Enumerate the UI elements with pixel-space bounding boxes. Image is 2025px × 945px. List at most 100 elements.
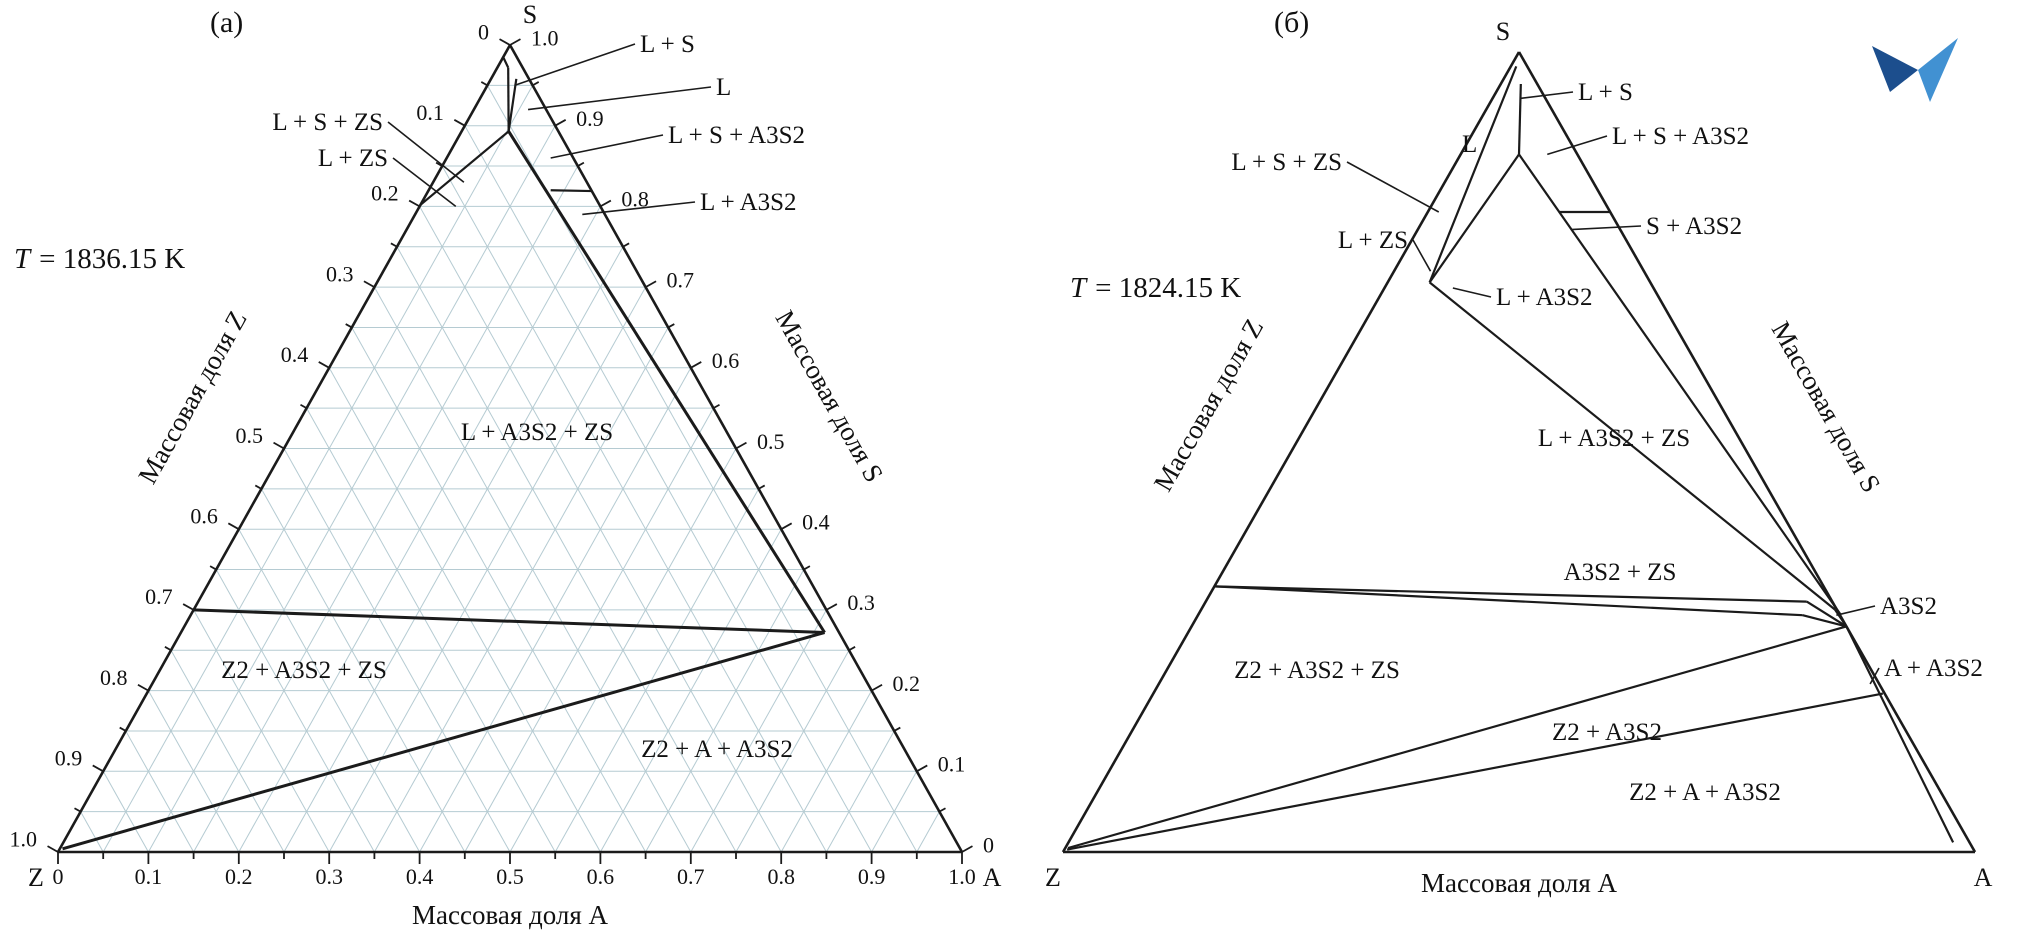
tick-label-s: 0.6 bbox=[712, 348, 740, 373]
temperature-symbol: T bbox=[14, 243, 31, 275]
axis-tick bbox=[254, 484, 262, 490]
tick-label-a: 0 bbox=[53, 864, 64, 889]
leader-line bbox=[550, 134, 664, 159]
axis-tick bbox=[408, 199, 421, 208]
tick-label-a: 0.6 bbox=[587, 864, 615, 889]
axis-tick bbox=[92, 764, 104, 773]
grid-line bbox=[102, 85, 534, 853]
grid-line bbox=[238, 528, 421, 853]
tick-label-z: 1.0 bbox=[10, 826, 38, 851]
axis-tick bbox=[735, 441, 747, 450]
axis-tick bbox=[825, 603, 838, 611]
tick-label-a: 0.9 bbox=[858, 864, 886, 889]
tick-label-s: 0.5 bbox=[757, 429, 785, 454]
tick-label-z: 0.9 bbox=[55, 746, 83, 771]
grid-line bbox=[871, 771, 918, 853]
grid-line bbox=[825, 730, 895, 853]
phase-boundary-line bbox=[1806, 600, 1847, 628]
phase-boundary-line bbox=[1428, 281, 1836, 611]
corner-label-bottom-right: A bbox=[983, 863, 1002, 892]
axis-title-bottom: Массовая доля A bbox=[1421, 868, 1618, 898]
grid-line bbox=[509, 448, 737, 853]
region-label: L + S + ZS bbox=[1231, 149, 1342, 176]
region-label: Z2 + A3S2 + ZS bbox=[221, 657, 387, 684]
grid-line bbox=[396, 246, 737, 853]
grid-line bbox=[554, 488, 760, 853]
corner-label-top: S bbox=[1496, 17, 1510, 46]
leader-line bbox=[392, 157, 457, 208]
tick-label-s: 0.3 bbox=[847, 590, 875, 615]
phase-boundary-line bbox=[1214, 585, 1803, 617]
tick-label-a: 0.2 bbox=[225, 864, 253, 889]
leader-line bbox=[1570, 225, 1642, 231]
axis-title-right: Массовая доля S bbox=[1766, 316, 1887, 497]
axis-tick bbox=[554, 119, 567, 127]
axis-tick bbox=[227, 522, 240, 530]
leader-line bbox=[1869, 667, 1880, 685]
leader-line bbox=[1836, 605, 1876, 616]
grid-line bbox=[599, 528, 782, 853]
grid-line bbox=[283, 246, 624, 853]
region-label: L + A3S2 + ZS bbox=[1538, 425, 1690, 452]
panel-label-a: (a) bbox=[210, 6, 244, 39]
axis-tick bbox=[645, 280, 657, 288]
leader-line bbox=[1452, 287, 1492, 298]
region-label: Z2 + A3S2 + ZS bbox=[1234, 657, 1400, 684]
region-label: Z2 + A3S2 bbox=[1552, 719, 1662, 746]
tick-label-a: 0.1 bbox=[135, 864, 163, 889]
temperature-label-b: T = 1824.15 K bbox=[1070, 272, 1241, 305]
tick-label-a: 0.7 bbox=[677, 864, 705, 889]
axis-tick bbox=[480, 81, 488, 87]
leader-line bbox=[527, 86, 712, 111]
leader-line bbox=[1519, 91, 1574, 100]
axis-tick bbox=[300, 403, 308, 409]
phase-boundary-line bbox=[550, 189, 592, 193]
axis-tick bbox=[119, 726, 127, 732]
axis-tick bbox=[435, 161, 443, 167]
axis-tick bbox=[690, 361, 702, 369]
grid-line bbox=[690, 609, 827, 853]
region-label: A3S2 bbox=[1880, 593, 1937, 620]
axis-tick bbox=[137, 683, 149, 692]
grid-line bbox=[735, 650, 850, 853]
grid-line bbox=[464, 407, 714, 853]
phase-boundary-line bbox=[507, 78, 518, 132]
region-label: Z2 + A + A3S2 bbox=[1629, 779, 1781, 806]
axis-tick bbox=[961, 845, 973, 853]
grid-line bbox=[260, 488, 466, 853]
leader-line bbox=[1412, 239, 1432, 272]
region-label: S + A3S2 bbox=[1646, 213, 1742, 240]
axis-tick bbox=[390, 242, 398, 248]
grid-line bbox=[441, 165, 827, 853]
axis-tick bbox=[712, 403, 720, 409]
tick-label-s: 0.9 bbox=[576, 106, 604, 131]
tick-label-s: 0 bbox=[983, 832, 994, 857]
phase-boundary-line bbox=[1802, 614, 1847, 628]
axis-tick bbox=[345, 323, 353, 329]
axis-tick bbox=[758, 484, 766, 490]
region-label: L + S + A3S2 bbox=[668, 122, 805, 149]
axis-tick bbox=[164, 646, 172, 652]
tick-label-s: 0.7 bbox=[667, 267, 695, 292]
grid-line bbox=[215, 569, 375, 853]
axis-tick bbox=[532, 81, 540, 87]
region-label: L + S + A3S2 bbox=[1612, 123, 1749, 150]
axis-tick bbox=[871, 683, 883, 692]
axis-tick bbox=[780, 522, 793, 530]
journal-logo bbox=[1872, 38, 1958, 102]
phase-boundary-line bbox=[419, 130, 510, 206]
axis-tick bbox=[803, 565, 811, 571]
axis-title-left: Массовая доля Z bbox=[132, 306, 252, 489]
grid-line bbox=[645, 569, 805, 853]
grid-line bbox=[193, 165, 579, 853]
phase-boundary-line bbox=[1066, 692, 1884, 851]
axis-tick bbox=[499, 38, 511, 46]
phase-boundary-line bbox=[1214, 585, 1807, 603]
grid-line bbox=[916, 811, 940, 853]
triangle-edge bbox=[1061, 51, 1521, 853]
tick-label-a: 0.8 bbox=[767, 864, 795, 889]
grid-line bbox=[80, 811, 104, 853]
region-label: L + ZS bbox=[1338, 227, 1408, 254]
